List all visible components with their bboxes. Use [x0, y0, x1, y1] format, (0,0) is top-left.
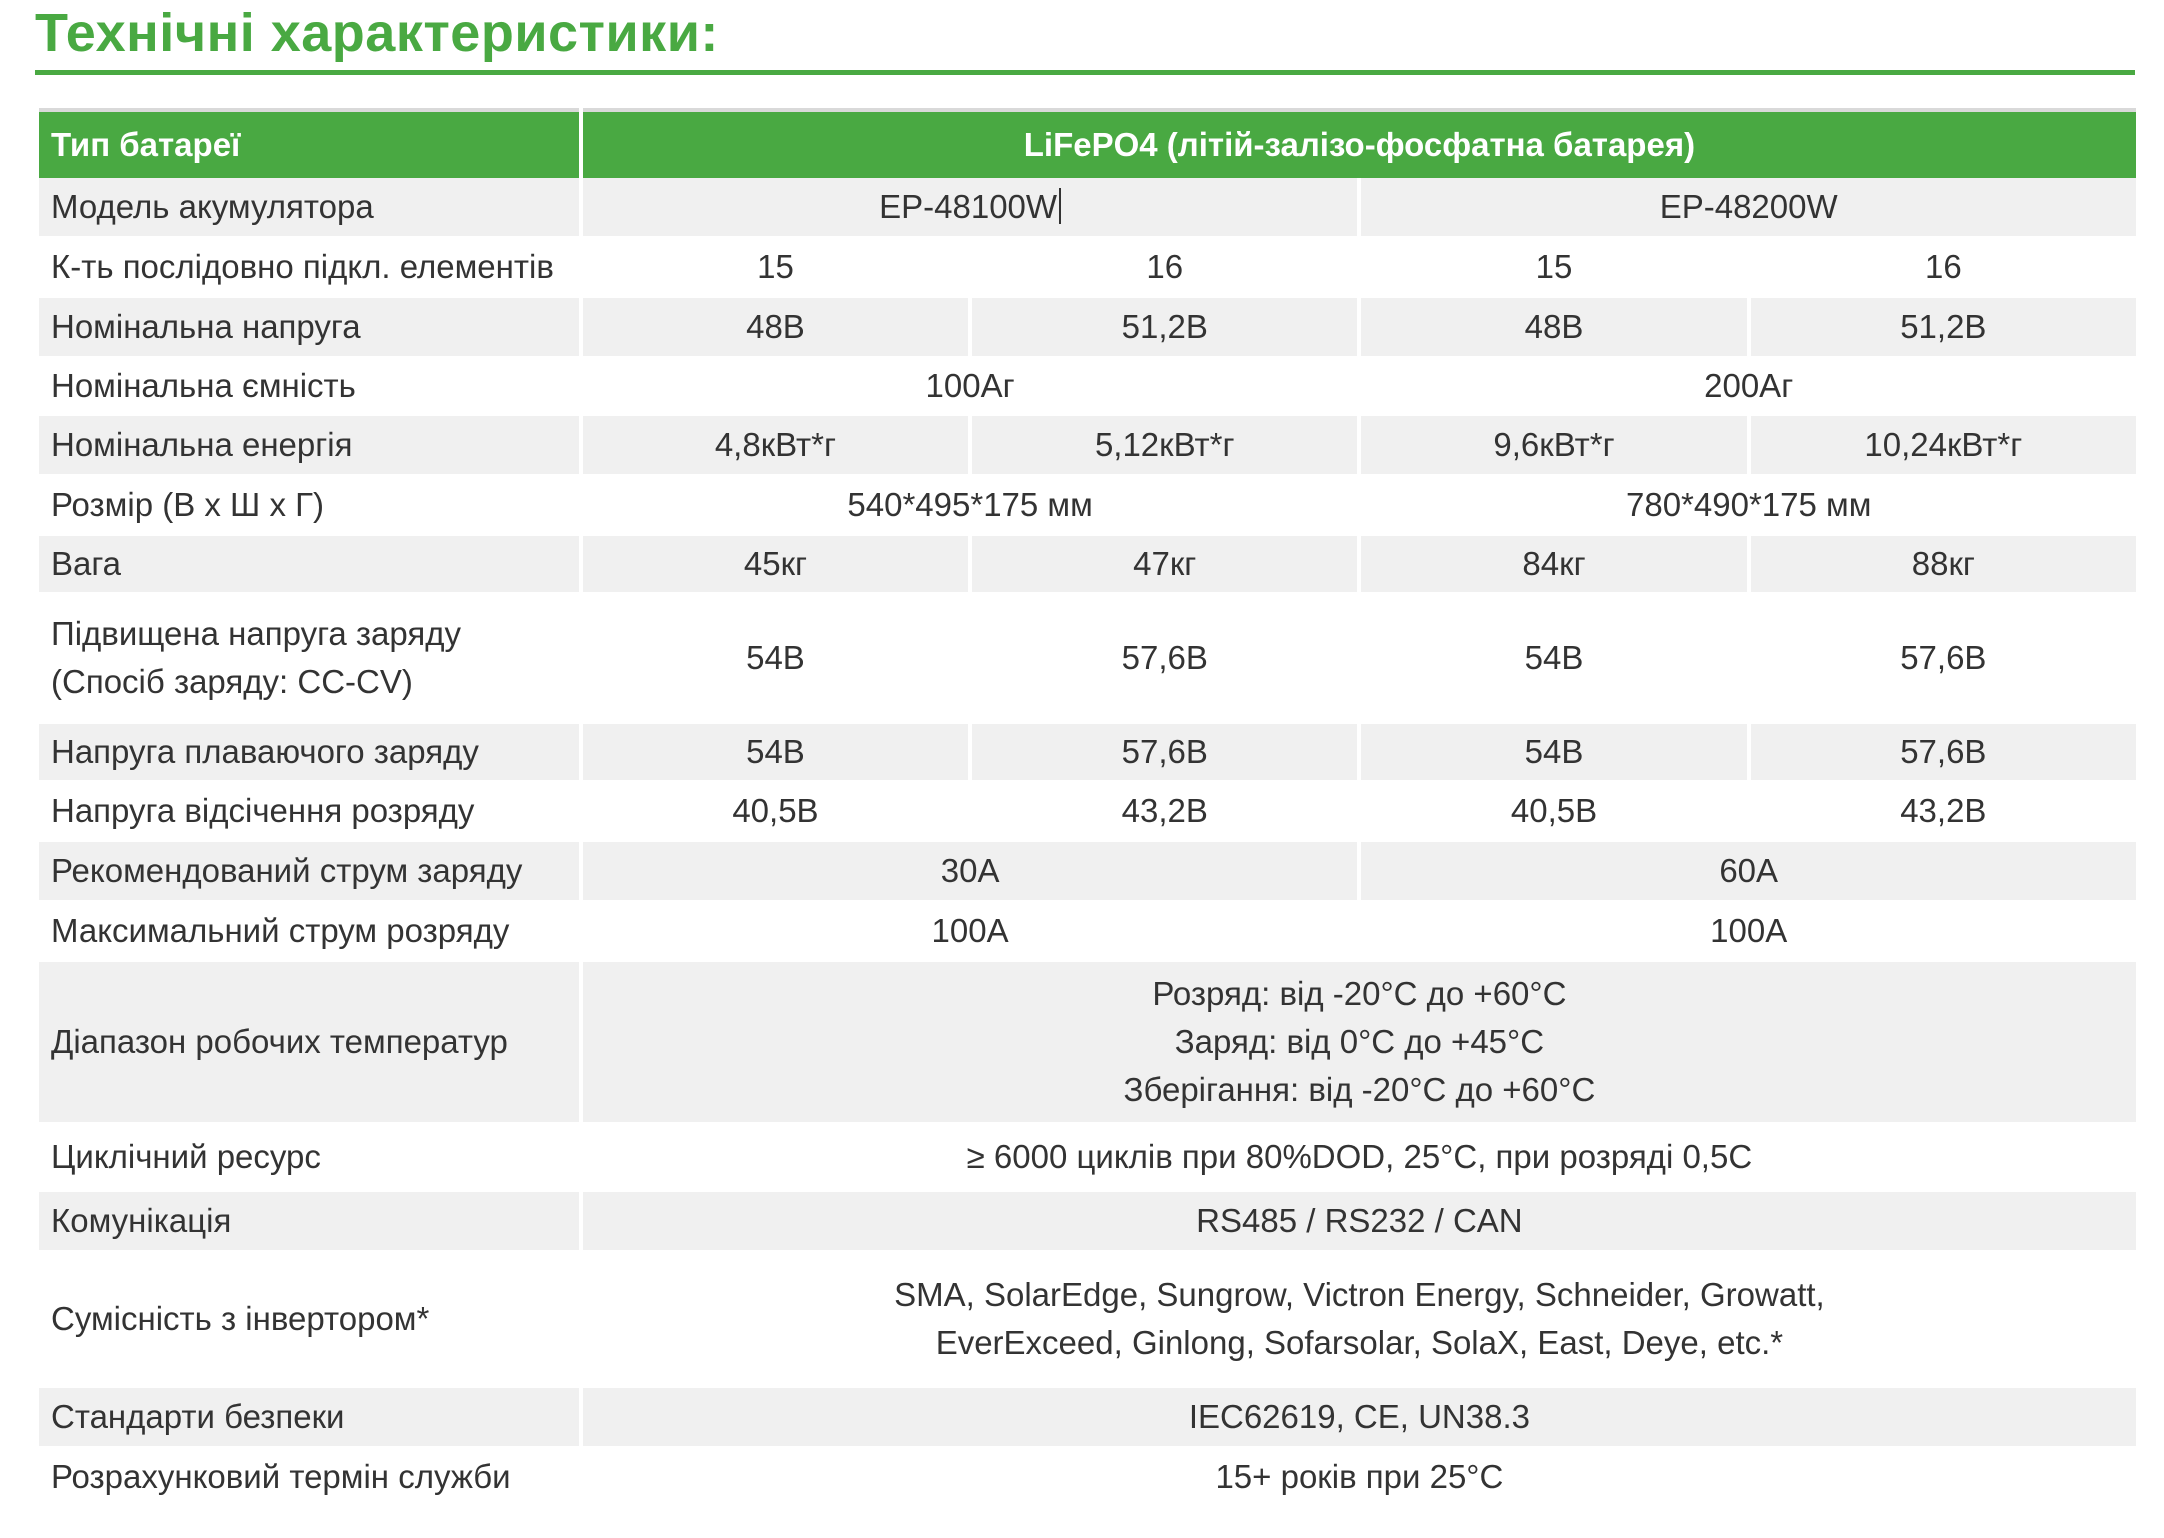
cell-value: 54В: [582, 724, 969, 780]
cell-value: 780*490*175 мм: [1361, 474, 2136, 536]
cell-value: 48В: [1361, 298, 1747, 356]
cell-value: 51,2В: [1750, 298, 2136, 356]
row-label: Номінальна напруга: [39, 298, 579, 356]
table-row: Модель акумулятора EP-48100W EP-48200W: [39, 178, 2136, 236]
cell-value: 5,12кВт*г: [972, 416, 1358, 474]
table-row: Максимальний струм розряду 100А 100А: [39, 900, 2136, 962]
cell-value: 16: [972, 236, 1358, 298]
cell-value: 57,6В: [1750, 592, 2136, 724]
cell-value: 100А: [582, 900, 1358, 962]
cell-value: 54В: [582, 592, 969, 724]
cell-value: 48В: [582, 298, 969, 356]
row-label-line: Підвищена напруга заряду: [51, 615, 462, 652]
table-row: Номінальна ємність 100Аг 200Аг: [39, 356, 2136, 416]
row-label: Комунікація: [39, 1192, 579, 1250]
table-row: Комунікація RS485 / RS232 / CAN: [39, 1192, 2136, 1250]
table-row: Стандарти безпеки IEC62619, CE, UN38.3: [39, 1388, 2136, 1446]
cell-value: IEC62619, CE, UN38.3: [582, 1388, 2136, 1446]
cell-value: 57,6В: [972, 592, 1358, 724]
cell-value: ≥ 6000 циклів при 80%DOD, 25°C, при розр…: [582, 1122, 2136, 1192]
row-label: Максимальний струм розряду: [39, 900, 579, 962]
table-row: Сумісність з інвертором* SMA, SolarEdge,…: [39, 1250, 2136, 1388]
cell-value: 54В: [1361, 592, 1747, 724]
row-label: Розрахунковий термін служби: [39, 1446, 579, 1508]
row-label: Вага: [39, 536, 579, 592]
row-label: Розмір (В х Ш х Г): [39, 474, 579, 536]
cell-value: 43,2В: [972, 780, 1358, 842]
text-cursor: [1059, 188, 1062, 224]
table-row: Розрахунковий термін служби 15+ років пр…: [39, 1446, 2136, 1508]
title-underline: [35, 70, 2135, 75]
cell-value: SMA, SolarEdge, Sungrow, Victron Energy,…: [582, 1250, 2136, 1388]
row-label: Номінальна енергія: [39, 416, 579, 474]
row-label: Діапазон робочих температур: [39, 962, 579, 1122]
cell-value: 84кг: [1361, 536, 1747, 592]
cell-value: 16: [1750, 236, 2136, 298]
cell-value: 100Аг: [582, 356, 1358, 416]
cell-value: 51,2В: [972, 298, 1358, 356]
cell-line: SMA, SolarEdge, Sungrow, Victron Energy,…: [894, 1276, 1825, 1313]
row-label-line: (Спосіб заряду: CC-CV): [51, 663, 413, 700]
table-row: К-ть послідовно підкл. елементів 15 16 1…: [39, 236, 2136, 298]
row-label: Рекомендований струм заряду: [39, 842, 579, 900]
cell-value: Розряд: від -20°C до +60°C Заряд: від 0°…: [582, 962, 2136, 1122]
cell-value: RS485 / RS232 / CAN: [582, 1192, 2136, 1250]
cell-value: 540*495*175 мм: [582, 474, 1358, 536]
header-row: Тип батареї LiFePO4 (літій-залізо-фосфат…: [39, 108, 2136, 178]
cell-value: 40,5В: [1361, 780, 1747, 842]
cell-value: 10,24кВт*г: [1750, 416, 2136, 474]
header-label: Тип батареї: [39, 108, 579, 178]
table-row: Вага 45кг 47кг 84кг 88кг: [39, 536, 2136, 592]
spec-table: Тип батареї LiFePO4 (літій-залізо-фосфат…: [35, 108, 2140, 1508]
table-row: Циклічний ресурс ≥ 6000 циклів при 80%DO…: [39, 1122, 2136, 1192]
cell-value: 54В: [1361, 724, 1747, 780]
cell-line: Зберігання: від -20°C до +60°C: [1123, 1071, 1596, 1108]
row-label: Напруга плаваючого заряду: [39, 724, 579, 780]
cell-text: EP-48100W: [879, 188, 1058, 225]
row-label: Підвищена напруга заряду (Спосіб заряду:…: [39, 592, 579, 724]
cell-value: 43,2В: [1750, 780, 2136, 842]
cell-value: 4,8кВт*г: [582, 416, 969, 474]
row-label: К-ть послідовно підкл. елементів: [39, 236, 579, 298]
cell-value: 57,6В: [1750, 724, 2136, 780]
table-row: Номінальна напруга 48В 51,2В 48В 51,2В: [39, 298, 2136, 356]
cell-value: EP-48200W: [1361, 178, 2136, 236]
table-row: Напруга відсічення розряду 40,5В 43,2В 4…: [39, 780, 2136, 842]
cell-line: Заряд: від 0°C до +45°C: [1174, 1023, 1545, 1060]
cell-line: Розряд: від -20°C до +60°C: [1152, 975, 1567, 1012]
header-value: LiFePO4 (літій-залізо-фосфатна батарея): [582, 108, 2136, 178]
table-row: Діапазон робочих температур Розряд: від …: [39, 962, 2136, 1122]
cell-value: 200Аг: [1361, 356, 2136, 416]
row-label: Стандарти безпеки: [39, 1388, 579, 1446]
cell-value: 9,6кВт*г: [1361, 416, 1747, 474]
cell-value: 57,6В: [972, 724, 1358, 780]
table-row: Рекомендований струм заряду 30А 60А: [39, 842, 2136, 900]
row-label: Напруга відсічення розряду: [39, 780, 579, 842]
row-label: Модель акумулятора: [39, 178, 579, 236]
row-label: Номінальна ємність: [39, 356, 579, 416]
cell-value: 100А: [1361, 900, 2136, 962]
cell-value: 88кг: [1750, 536, 2136, 592]
cell-value: 60А: [1361, 842, 2136, 900]
cell-value: 15: [582, 236, 969, 298]
cell-value: 15: [1361, 236, 1747, 298]
cell-value: 30А: [582, 842, 1358, 900]
cell-value: EP-48100W: [582, 178, 1358, 236]
cell-value: 15+ років при 25°C: [582, 1446, 2136, 1508]
cell-value: 40,5В: [582, 780, 969, 842]
row-label: Сумісність з інвертором*: [39, 1250, 579, 1388]
cell-value: 45кг: [582, 536, 969, 592]
table-row: Підвищена напруга заряду (Спосіб заряду:…: [39, 592, 2136, 724]
row-label: Циклічний ресурс: [39, 1122, 579, 1192]
cell-line: EverExceed, Ginlong, Sofarsolar, SolaX, …: [935, 1324, 1784, 1361]
table-row: Напруга плаваючого заряду 54В 57,6В 54В …: [39, 724, 2136, 780]
table-row: Номінальна енергія 4,8кВт*г 5,12кВт*г 9,…: [39, 416, 2136, 474]
cell-value: 47кг: [972, 536, 1358, 592]
table-row: Розмір (В х Ш х Г) 540*495*175 мм 780*49…: [39, 474, 2136, 536]
page-title: Технічні характеристики:: [35, 3, 719, 63]
